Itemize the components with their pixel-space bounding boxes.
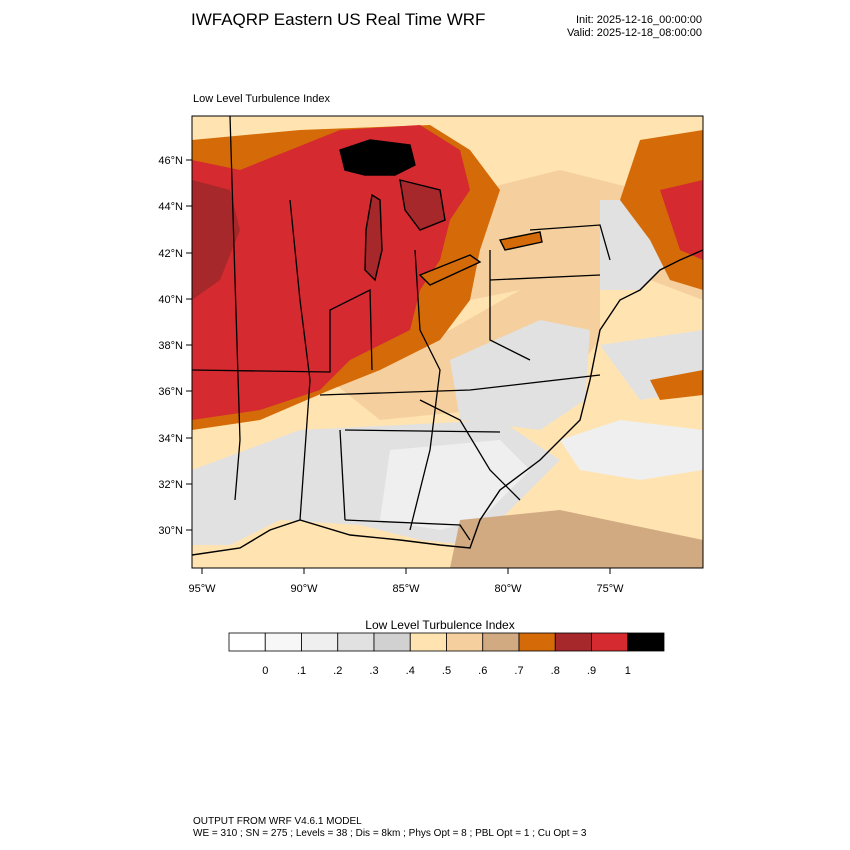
plot-title: IWFAQRP Eastern US Real Time WRF bbox=[191, 10, 486, 29]
colorbar-label: 1 bbox=[625, 665, 631, 677]
colorbar-label: .6 bbox=[478, 665, 487, 677]
colorbar-swatch bbox=[264, 632, 302, 652]
colorbar-swatch bbox=[554, 632, 592, 652]
turbulence-field bbox=[192, 116, 703, 568]
state-line bbox=[409, 249, 441, 531]
lake-ontario bbox=[500, 232, 542, 250]
state-line bbox=[344, 519, 471, 541]
lat-label: 38°N bbox=[158, 340, 183, 352]
colorbar-label: .9 bbox=[587, 665, 596, 677]
coast-line bbox=[192, 249, 703, 556]
maine-red-area bbox=[660, 180, 703, 260]
colorbar-label: 0 bbox=[262, 665, 268, 677]
colorbar-swatch bbox=[337, 632, 375, 652]
colorbar-label: .8 bbox=[551, 665, 560, 677]
lat-label: 34°N bbox=[158, 433, 183, 445]
state-line bbox=[339, 429, 346, 521]
model-info-line1: OUTPUT FROM WRF V4.6.1 MODEL bbox=[193, 816, 362, 827]
colorbar-label: .1 bbox=[297, 665, 306, 677]
gulf-tan-area bbox=[450, 510, 703, 568]
valid-time: Valid: 2025-12-18_08:00:00 bbox=[567, 27, 702, 39]
offshore-orange-patch bbox=[650, 370, 703, 400]
lat-label: 40°N bbox=[158, 294, 183, 306]
virginia-grey-area bbox=[450, 320, 590, 430]
lat-label: 30°N bbox=[158, 525, 183, 537]
state-boundaries bbox=[192, 116, 611, 541]
colorbar-swatch bbox=[228, 632, 266, 652]
lake-michigan bbox=[365, 195, 382, 280]
colorbar-label: .2 bbox=[333, 665, 342, 677]
state-line bbox=[489, 274, 601, 281]
lat-label: 44°N bbox=[158, 201, 183, 213]
model-info-line2: WE = 310 ; SN = 275 ; Levels = 38 ; Dis … bbox=[193, 828, 587, 839]
dark-red-patch bbox=[192, 180, 240, 300]
colorbar: 0 .1 .2 .3 .4 .5 .6 .7 .8 .9 1 bbox=[228, 632, 665, 677]
colorbar-swatch bbox=[373, 632, 411, 652]
lat-label: 32°N bbox=[158, 479, 183, 491]
state-line bbox=[489, 250, 531, 361]
state-line bbox=[419, 399, 521, 501]
red-high-area bbox=[192, 125, 470, 420]
lake-outline bbox=[399, 179, 446, 231]
lake-erie bbox=[420, 255, 480, 285]
field-label: Low Level Turbulence Index bbox=[193, 93, 330, 105]
colorbar-swatch bbox=[482, 632, 520, 652]
state-line bbox=[344, 429, 501, 433]
colorbar-swatch bbox=[518, 632, 556, 652]
lon-label: 85°W bbox=[392, 583, 420, 595]
coastline bbox=[192, 139, 703, 556]
colorbar-swatch bbox=[301, 632, 339, 652]
southeast-light-area bbox=[380, 440, 530, 530]
map-frame bbox=[191, 115, 704, 569]
colorbar-label: .3 bbox=[369, 665, 378, 677]
colorbar-label: .5 bbox=[442, 665, 451, 677]
state-line bbox=[192, 288, 373, 373]
lon-label: 90°W bbox=[290, 583, 318, 595]
lon-label: 95°W bbox=[188, 583, 216, 595]
lake-outline bbox=[364, 193, 383, 282]
state-line bbox=[289, 199, 311, 521]
lake-outline bbox=[339, 139, 416, 176]
lake-outline bbox=[498, 231, 543, 251]
colorbar-label: .4 bbox=[406, 665, 415, 677]
lake-superior bbox=[340, 140, 415, 175]
init-time: Init: 2025-12-16_00:00:00 bbox=[576, 14, 702, 26]
model-info: OUTPUT FROM WRF V4.6.1 MODEL WE = 310 ; … bbox=[193, 816, 586, 840]
lon-label: 75°W bbox=[596, 583, 624, 595]
lat-label: 36°N bbox=[158, 386, 183, 398]
colorbar-title: Low Level Turbulence Index bbox=[365, 618, 515, 632]
run-times: Init: 2025-12-16_00:00:00 Valid: 2025-12… bbox=[567, 14, 702, 40]
atlantic-grey-area bbox=[560, 420, 703, 480]
colorbar-swatch bbox=[446, 632, 484, 652]
colorbar-label: .7 bbox=[514, 665, 523, 677]
lat-axis: 46°N 44°N 42°N 40°N 38°N 36°N 34°N 32°N … bbox=[158, 155, 192, 537]
lon-axis: 95°W 90°W 85°W 80°W 75°W bbox=[188, 568, 624, 595]
lat-label: 42°N bbox=[158, 248, 183, 260]
state-line bbox=[529, 224, 611, 261]
state-line bbox=[319, 374, 601, 396]
colorbar-swatch bbox=[591, 632, 629, 652]
state-line bbox=[229, 116, 241, 501]
lat-label: 46°N bbox=[158, 155, 183, 167]
lake-outline bbox=[418, 254, 482, 286]
colorbar-swatch bbox=[409, 632, 447, 652]
lon-label: 80°W bbox=[494, 583, 522, 595]
colorbar-swatch bbox=[627, 632, 665, 652]
